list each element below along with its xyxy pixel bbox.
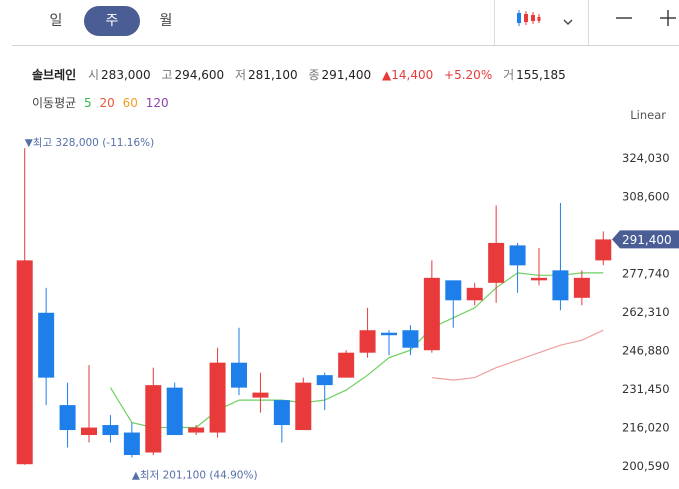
candle-body	[231, 362, 247, 388]
high-label: 고	[161, 68, 173, 82]
scale-selector[interactable]: Linear	[630, 108, 666, 122]
candle-body	[38, 312, 55, 378]
y-tick-label: 262,310	[622, 305, 670, 319]
candle-body	[381, 332, 397, 336]
candle-body	[488, 242, 505, 283]
candle-body	[316, 375, 333, 386]
zoom-out-button[interactable]	[604, 4, 644, 36]
candle-body	[445, 280, 462, 301]
ma-period-120: 120	[145, 96, 169, 110]
ma5-line	[109, 272, 604, 429]
candlestick-icon	[515, 9, 541, 31]
stock-info-line: 솔브레인 시 283,000 고 294,600 저 281,100 종 291,400…	[32, 66, 573, 83]
candle-body	[16, 260, 33, 465]
ma-period-60: 60	[122, 96, 138, 110]
candle-body	[509, 245, 526, 266]
candle-body	[252, 392, 269, 398]
volume-label: 거	[503, 68, 515, 82]
candle-body	[59, 405, 76, 431]
toolbar-divider	[12, 45, 679, 46]
ma20-line	[431, 329, 604, 381]
ma-period-5: 5	[84, 96, 92, 110]
low-annotation: ▲최저 201,100 (44.90%)	[132, 470, 258, 482]
tab-weekly[interactable]: 주	[84, 6, 140, 36]
current-price-badge	[612, 230, 679, 249]
current-price-label: 291,400	[622, 233, 672, 247]
toolbar-separator	[588, 0, 589, 45]
chevron-down-icon	[562, 11, 574, 30]
ma-label: 이동평균	[32, 96, 77, 110]
candle-body	[338, 352, 355, 378]
change-value: ▲14,400	[382, 68, 434, 82]
y-tick-label: 246,880	[622, 344, 670, 358]
zoom-in-icon	[659, 9, 677, 31]
candle-body	[423, 277, 440, 351]
open-value: 283,000	[101, 68, 151, 82]
candle-body	[359, 330, 376, 353]
stock-name: 솔브레인	[32, 68, 77, 82]
high-value: 294,600	[174, 68, 225, 82]
ma-period-20: 20	[99, 96, 115, 110]
close-value: 291,400	[321, 68, 372, 82]
y-tick-label: 231,450	[622, 382, 670, 396]
candle-body	[595, 239, 612, 261]
candle-body	[402, 330, 419, 348]
moving-average-legend[interactable]: 이동평균 5 20 60 120	[32, 94, 173, 111]
close-label: 종	[308, 68, 320, 82]
zoom-out-icon	[615, 9, 633, 31]
candle-body	[466, 287, 483, 301]
chart-type-button[interactable]	[508, 4, 548, 36]
candle-body	[209, 362, 226, 433]
y-tick-label: 308,600	[622, 190, 670, 204]
candle-body	[295, 382, 312, 431]
candle-body	[273, 400, 290, 426]
candle-body	[552, 270, 569, 301]
toolbar-separator	[494, 0, 495, 45]
candle-body	[81, 427, 97, 436]
zoom-in-button[interactable]	[650, 4, 679, 36]
y-tick-label: 216,020	[622, 421, 670, 435]
open-label: 시	[88, 68, 100, 82]
candle-body	[188, 427, 205, 433]
low-value: 281,100	[248, 68, 298, 82]
y-tick-label: 324,030	[622, 151, 670, 165]
candle-body	[573, 277, 590, 298]
volume-value: 155,185	[516, 68, 566, 82]
y-tick-label: 200,590	[622, 459, 670, 473]
high-annotation: ▼최고 328,000 (-11.16%)	[25, 137, 155, 149]
tab-monthly[interactable]: 월	[159, 13, 173, 29]
candle-body	[102, 425, 119, 436]
tab-daily[interactable]: 일	[49, 13, 63, 29]
change-percent: +5.20%	[444, 68, 493, 82]
candle-body	[531, 277, 547, 281]
low-label: 저	[235, 68, 247, 82]
candle-body	[166, 387, 183, 436]
candle-body	[145, 385, 162, 453]
top-toolbar: 일 주 월	[0, 0, 679, 45]
y-tick-label: 277,740	[622, 267, 670, 281]
chart-type-dropdown[interactable]	[556, 4, 580, 36]
candle-body	[123, 432, 140, 455]
